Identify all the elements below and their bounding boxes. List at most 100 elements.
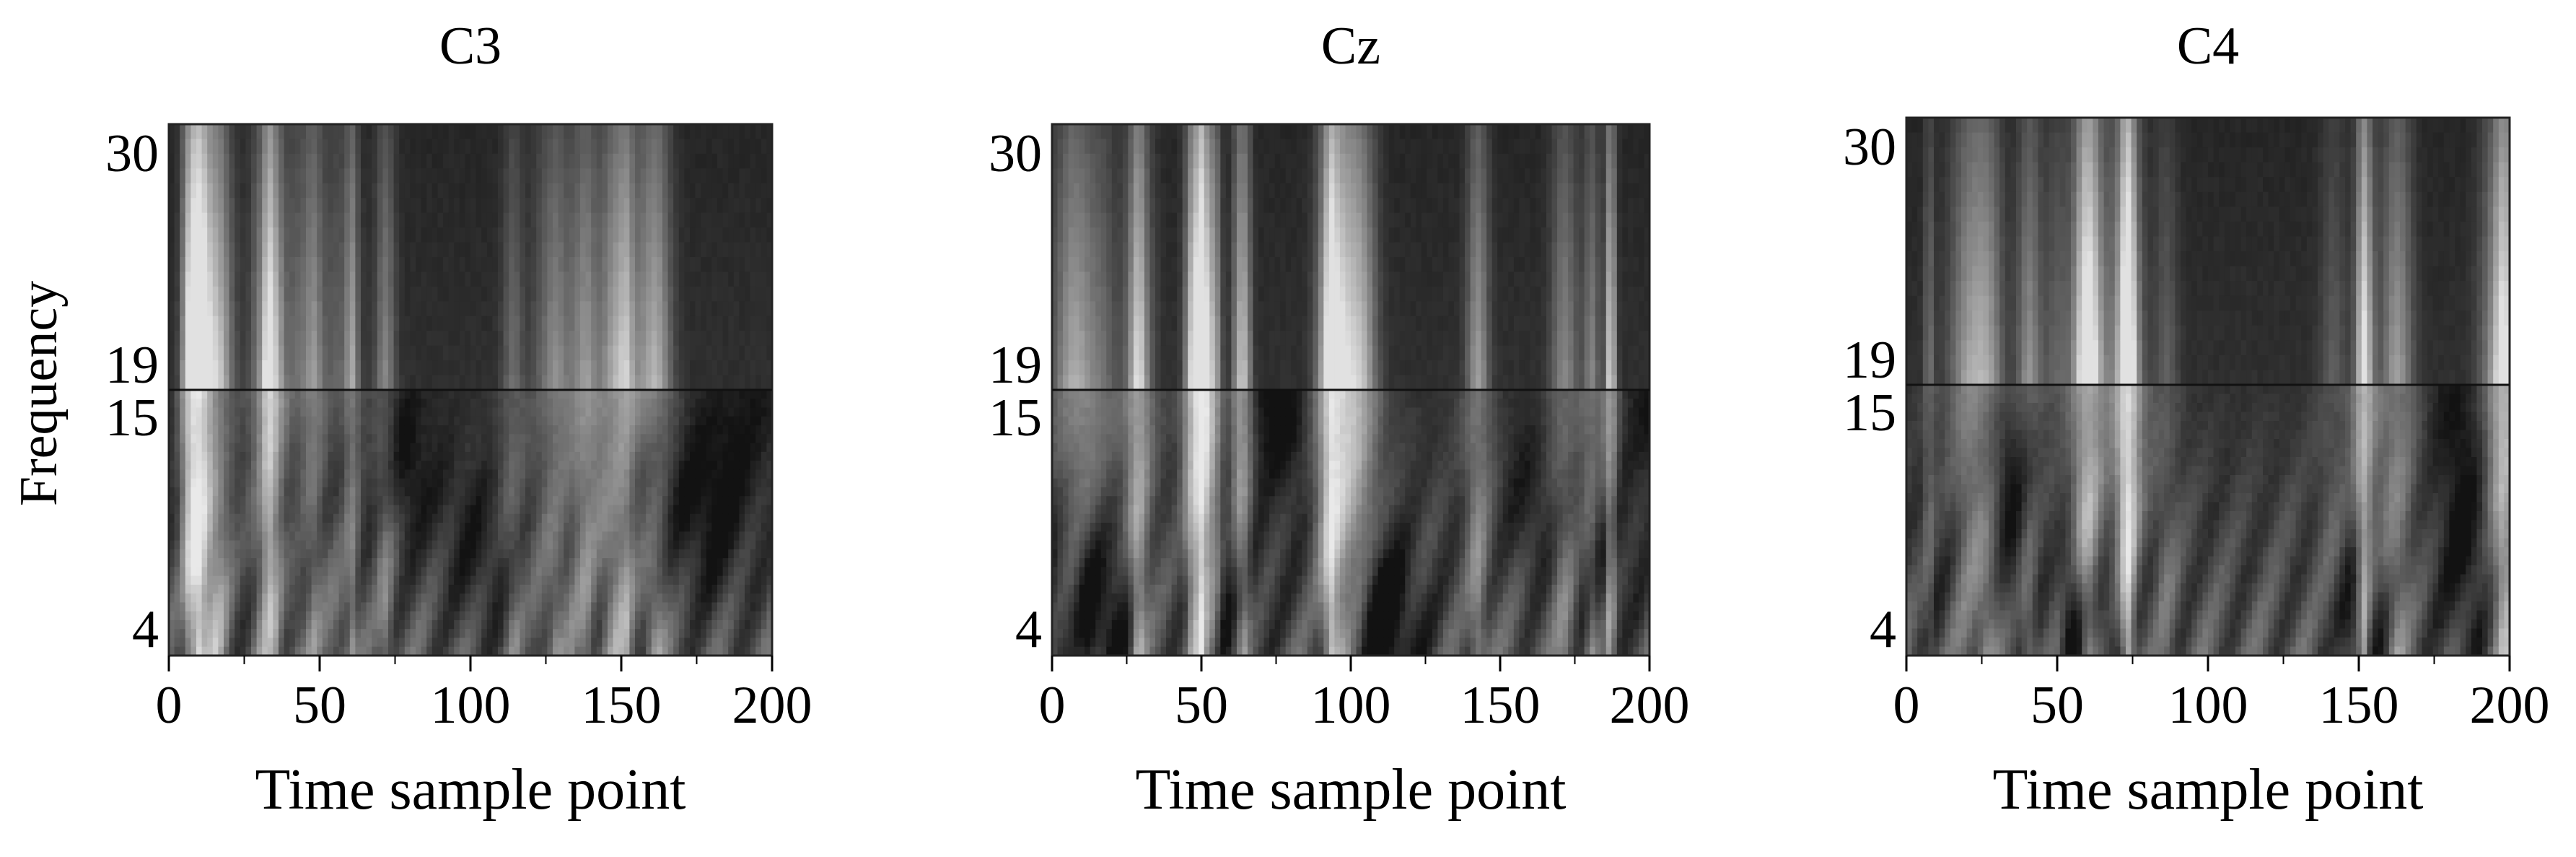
- heatmap-cell: [684, 602, 691, 612]
- heatmap-cell: [492, 345, 499, 361]
- heatmap-cell: [530, 646, 537, 656]
- heatmap-cell: [673, 469, 680, 479]
- heatmap-cell: [646, 549, 652, 559]
- heatmap-cell: [349, 168, 356, 184]
- heatmap-cell: [520, 584, 526, 594]
- heatmap-cell: [399, 345, 406, 361]
- heatmap-cell: [174, 331, 180, 347]
- heatmap-cell: [421, 646, 427, 656]
- heatmap-cell: [180, 523, 186, 532]
- heatmap-cell: [224, 301, 230, 317]
- heatmap-cell: [190, 513, 197, 523]
- heatmap-cell: [338, 461, 345, 470]
- heatmap-cell: [662, 469, 669, 479]
- heatmap-cell: [443, 242, 450, 258]
- heatmap-cell: [629, 434, 636, 444]
- heatmap-cell: [717, 271, 724, 287]
- heatmap-cell: [635, 523, 641, 532]
- heatmap-cell: [585, 212, 592, 228]
- heatmap-cell: [311, 646, 317, 656]
- heatmap-cell: [574, 505, 581, 515]
- heatmap-cell: [541, 271, 548, 287]
- heatmap-cell: [678, 531, 685, 541]
- heatmap-cell: [437, 443, 444, 453]
- heatmap-cell: [372, 316, 378, 331]
- heatmap-cell: [596, 451, 603, 461]
- heatmap-cell: [426, 487, 433, 497]
- heatmap-cell: [240, 139, 246, 155]
- heatmap-cell: [338, 629, 345, 639]
- heatmap-cell: [317, 124, 323, 140]
- heatmap-cell: [602, 168, 608, 184]
- heatmap-cell: [201, 153, 208, 169]
- heatmap-cell: [509, 523, 515, 532]
- heatmap-cell: [476, 513, 482, 523]
- heatmap-cell: [514, 271, 520, 287]
- heatmap-cell: [608, 593, 614, 603]
- heatmap-cell: [169, 416, 175, 426]
- heatmap-cell: [678, 124, 685, 140]
- heatmap-cell: [426, 469, 433, 479]
- heatmap-cell: [678, 487, 685, 497]
- heatmap-cell: [212, 638, 219, 648]
- heatmap-cell: [558, 611, 564, 621]
- heatmap-cell: [443, 629, 450, 639]
- heatmap-cell: [706, 153, 712, 169]
- heatmap-cell: [602, 271, 608, 287]
- heatmap-cell: [580, 638, 587, 648]
- heatmap-cell: [514, 345, 520, 361]
- heatmap-cell: [377, 619, 383, 630]
- heatmap-cell: [284, 375, 290, 391]
- heatmap-cell: [706, 124, 712, 140]
- heatmap-cell: [673, 331, 680, 347]
- heatmap-cell: [317, 360, 323, 376]
- heatmap-cell: [349, 451, 356, 461]
- heatmap-cell: [333, 584, 340, 594]
- heatmap-cell: [372, 619, 378, 630]
- heatmap-cell: [525, 611, 532, 621]
- heatmap-cell: [185, 139, 191, 155]
- heatmap-cell: [284, 425, 290, 435]
- heatmap-cell: [673, 523, 680, 532]
- heatmap-cell: [393, 629, 400, 639]
- heatmap-cell: [591, 646, 597, 656]
- heatmap-cell: [245, 593, 252, 603]
- heatmap-cell: [662, 513, 669, 523]
- heatmap-cell: [443, 416, 450, 426]
- heatmap-cell: [623, 416, 630, 426]
- heatmap-cell: [404, 567, 411, 577]
- heatmap-cell: [503, 139, 509, 155]
- heatmap-cell: [437, 469, 444, 479]
- heatmap-cell: [306, 584, 312, 594]
- heatmap-cell: [651, 505, 657, 515]
- heatmap-cell: [470, 505, 477, 515]
- heatmap-cell: [229, 271, 235, 287]
- heatmap-cell: [245, 629, 252, 639]
- heatmap-cell: [635, 331, 641, 347]
- heatmap-cell: [235, 638, 241, 648]
- heatmap-cell: [388, 629, 395, 639]
- heatmap-cell: [465, 375, 471, 391]
- heatmap-cell: [421, 602, 427, 612]
- heatmap-cell: [410, 558, 416, 567]
- heatmap-cell: [426, 549, 433, 559]
- heatmap-cell: [279, 360, 285, 376]
- heatmap-cell: [355, 451, 362, 461]
- heatmap-cell: [602, 638, 608, 648]
- heatmap-cell: [503, 513, 509, 523]
- heatmap-cell: [541, 646, 548, 656]
- heatmap-cell: [503, 212, 509, 228]
- heatmap-cell: [180, 593, 186, 603]
- heatmap-cell: [437, 496, 444, 506]
- heatmap-cell: [618, 390, 625, 399]
- heatmap-cell: [492, 567, 499, 577]
- heatmap-cell: [338, 390, 345, 399]
- heatmap-cell: [635, 124, 641, 140]
- heatmap-cell: [569, 286, 575, 302]
- heatmap-cell: [443, 425, 450, 435]
- heatmap-cell: [388, 451, 395, 461]
- heatmap-cell: [289, 331, 296, 347]
- heatmap-cell: [701, 478, 707, 488]
- heatmap-cell: [629, 124, 636, 140]
- heatmap-cell: [530, 487, 537, 497]
